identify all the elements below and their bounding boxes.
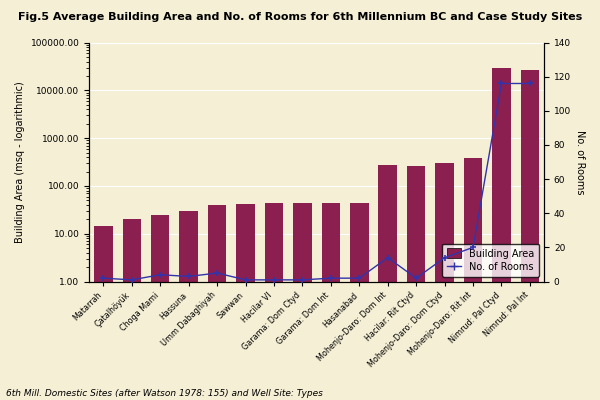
Bar: [236, 204, 255, 400]
Legend: Building Area, No. of Rooms: Building Area, No. of Rooms: [442, 244, 539, 277]
Y-axis label: Building Area (msq - logarithmic): Building Area (msq - logarithmic): [15, 81, 25, 243]
Bar: [122, 219, 141, 400]
Bar: [293, 203, 311, 400]
Text: Fig.5 Average Building Area and No. of Rooms for 6th Millennium BC and Case Stud: Fig.5 Average Building Area and No. of R…: [18, 12, 582, 22]
Bar: [350, 203, 368, 400]
Bar: [179, 211, 198, 400]
Bar: [208, 205, 226, 400]
Bar: [436, 164, 454, 400]
Bar: [94, 226, 113, 400]
Bar: [265, 202, 283, 400]
Bar: [322, 202, 340, 400]
Bar: [407, 166, 425, 400]
Bar: [379, 164, 397, 400]
Text: 6th Mill. Domestic Sites (after Watson 1978: 155) and Well Site: Types: 6th Mill. Domestic Sites (after Watson 1…: [6, 389, 323, 398]
Bar: [151, 215, 169, 400]
Bar: [521, 70, 539, 400]
Bar: [492, 68, 511, 400]
Bar: [464, 158, 482, 400]
Y-axis label: No. of Rooms: No. of Rooms: [575, 130, 585, 194]
